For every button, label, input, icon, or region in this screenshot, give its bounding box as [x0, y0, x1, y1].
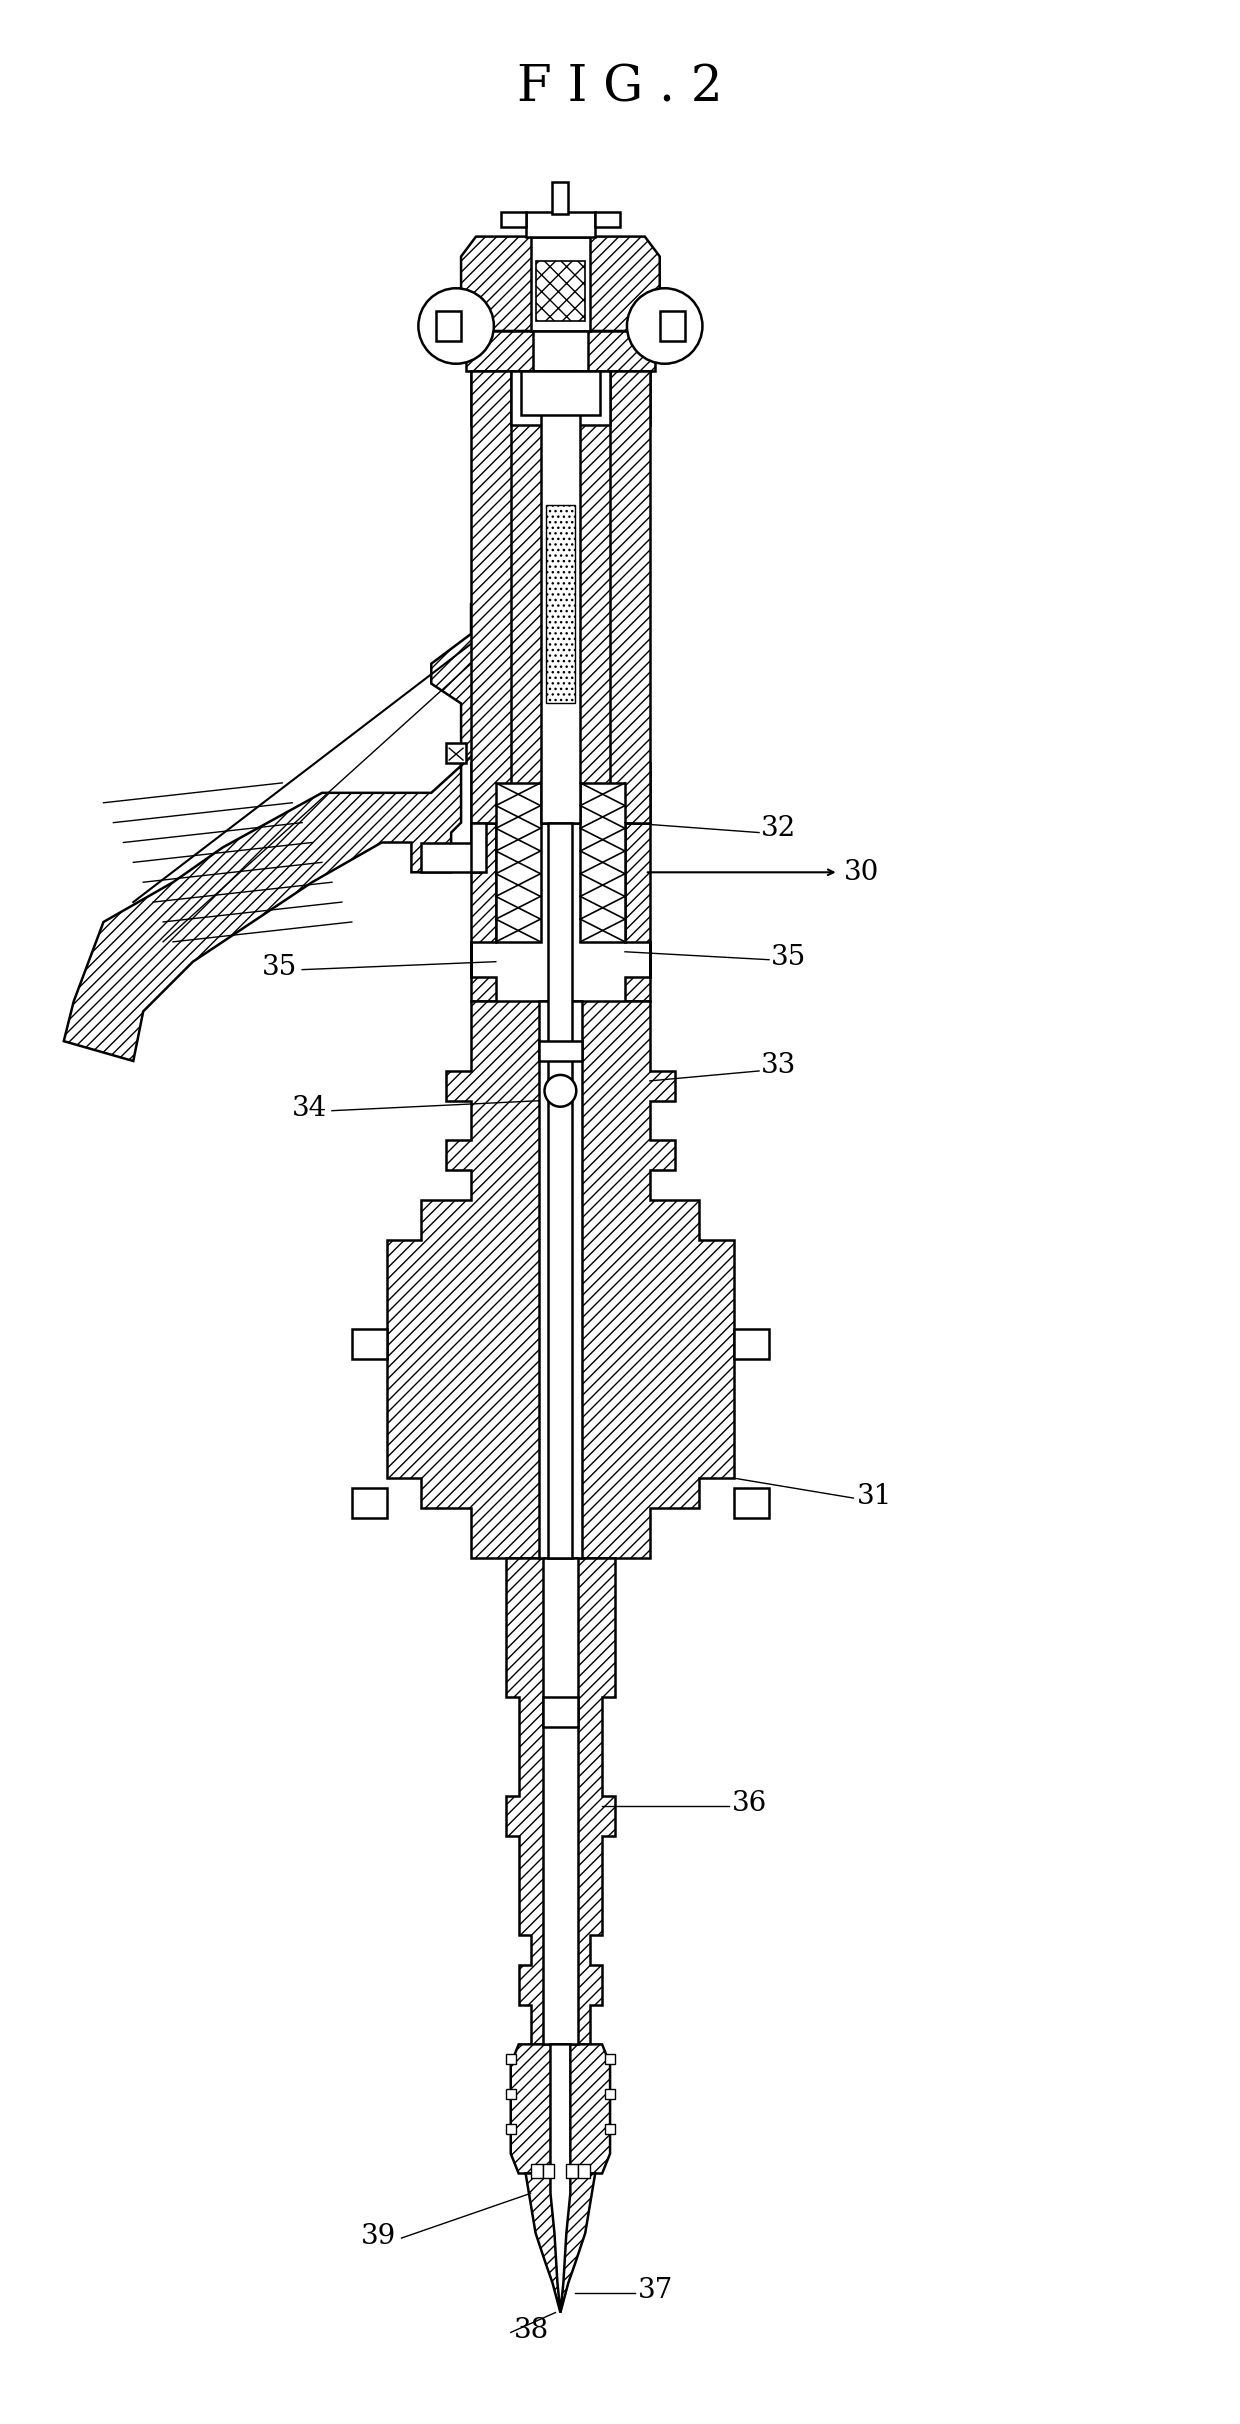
- Bar: [567, 2165, 578, 2179]
- Bar: [543, 2165, 554, 2179]
- Polygon shape: [387, 1001, 734, 1559]
- Bar: [578, 2165, 590, 2179]
- Bar: [541, 371, 580, 822]
- Polygon shape: [625, 822, 650, 1001]
- Polygon shape: [63, 604, 486, 1062]
- Bar: [501, 211, 526, 228]
- Bar: [506, 2089, 516, 2099]
- Text: 30: 30: [843, 858, 879, 885]
- Bar: [734, 1488, 769, 1517]
- Bar: [471, 822, 486, 873]
- Text: 35: 35: [771, 945, 806, 972]
- Circle shape: [627, 288, 702, 364]
- Circle shape: [418, 288, 494, 364]
- Bar: [580, 783, 625, 943]
- Bar: [595, 211, 620, 228]
- Bar: [506, 2053, 516, 2065]
- Bar: [531, 238, 590, 332]
- Text: 35: 35: [262, 955, 298, 982]
- Polygon shape: [471, 371, 650, 822]
- Bar: [436, 310, 461, 342]
- Bar: [538, 1001, 583, 1559]
- Bar: [496, 783, 541, 943]
- Polygon shape: [511, 2043, 610, 2174]
- Polygon shape: [471, 822, 496, 1001]
- Polygon shape: [551, 2043, 570, 2312]
- Bar: [521, 371, 600, 415]
- Bar: [506, 2123, 516, 2133]
- Bar: [526, 211, 595, 238]
- Text: 31: 31: [857, 1483, 892, 1510]
- Bar: [605, 2053, 615, 2065]
- Bar: [546, 504, 575, 703]
- Bar: [466, 332, 655, 371]
- Bar: [538, 1042, 583, 1062]
- Text: 37: 37: [637, 2276, 673, 2305]
- Bar: [352, 1328, 387, 1360]
- Bar: [352, 1488, 387, 1517]
- Bar: [533, 332, 588, 371]
- Bar: [605, 2123, 615, 2133]
- Polygon shape: [506, 1559, 615, 2043]
- Bar: [422, 844, 481, 873]
- Bar: [660, 310, 684, 342]
- Text: 39: 39: [361, 2223, 397, 2249]
- Bar: [536, 262, 585, 320]
- Text: 32: 32: [761, 814, 796, 841]
- Polygon shape: [471, 371, 511, 822]
- Text: 36: 36: [733, 1791, 768, 1818]
- Bar: [446, 744, 466, 764]
- Text: 38: 38: [513, 2317, 549, 2344]
- Circle shape: [544, 1074, 577, 1108]
- Bar: [531, 2165, 543, 2179]
- Bar: [605, 2089, 615, 2099]
- Bar: [511, 371, 610, 424]
- Text: F I G . 2: F I G . 2: [517, 63, 723, 112]
- Bar: [734, 1328, 769, 1360]
- Bar: [543, 1559, 578, 2043]
- Text: 34: 34: [291, 1096, 327, 1122]
- Polygon shape: [610, 371, 650, 822]
- Bar: [553, 182, 568, 213]
- Bar: [543, 1697, 578, 1726]
- Bar: [548, 822, 573, 1559]
- Text: 33: 33: [761, 1052, 796, 1079]
- Polygon shape: [526, 2174, 595, 2312]
- Polygon shape: [461, 238, 660, 332]
